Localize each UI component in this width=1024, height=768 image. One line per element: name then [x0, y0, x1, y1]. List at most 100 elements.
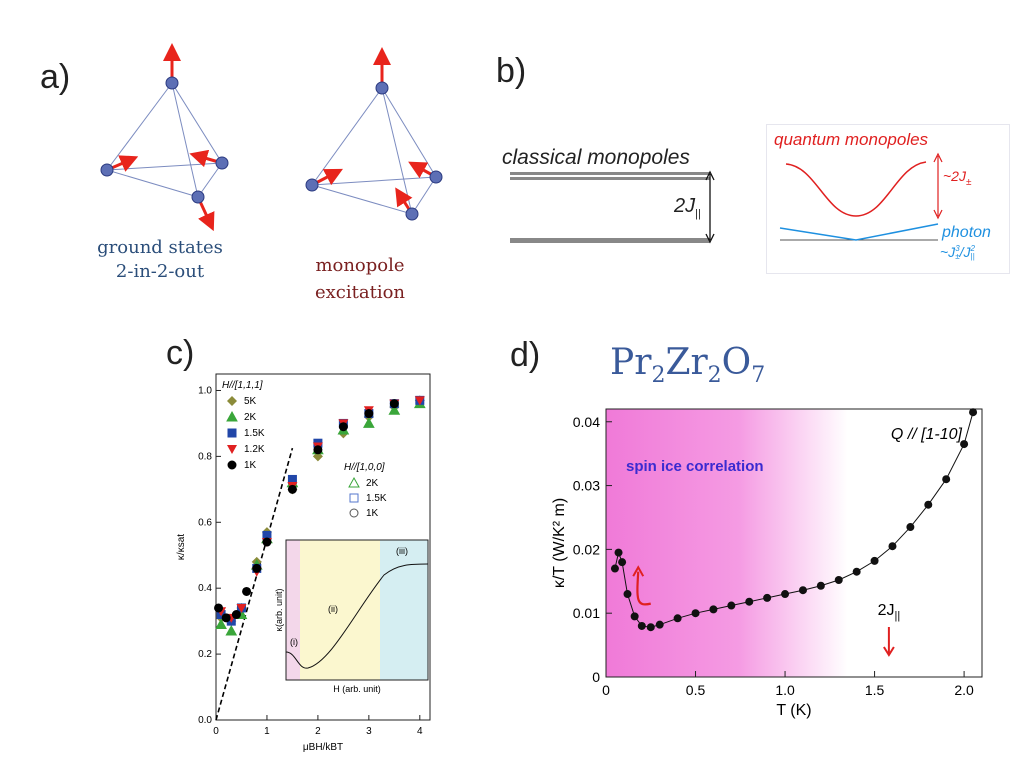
- panel-a-label: a): [40, 58, 71, 96]
- tetrahedron-ground-state: [106, 82, 223, 198]
- x-tick-label: 0: [213, 726, 219, 737]
- data-point: [960, 440, 969, 449]
- spin-node: [429, 170, 443, 184]
- data-point: [745, 597, 754, 606]
- legend-label: 1.5K: [244, 428, 265, 439]
- data-point: [691, 609, 700, 618]
- inset-x-label: H (arb. unit): [333, 684, 381, 694]
- data-point: [888, 542, 897, 551]
- panel-c-label: c): [166, 334, 195, 372]
- spin-node: [191, 190, 205, 204]
- spin-ice-label: spin ice correlation: [626, 458, 764, 475]
- legend-title-111: H//[1,1,1]: [222, 380, 263, 391]
- photon-label: photon: [942, 224, 991, 241]
- y-tick-label: 0.2: [198, 649, 212, 660]
- panel-d-chart: 0 0.5 1.0 1.5 2.0 0 0.01 0.02 0.03 0.04 T (K) κ/T (…: [551, 408, 983, 719]
- y-tick-label: 0.01: [573, 605, 600, 621]
- spin-node: [405, 207, 419, 221]
- x-tick-label: 0: [602, 682, 610, 698]
- x-tick-label: 2.0: [954, 682, 974, 698]
- formula-part: 2: [707, 363, 722, 389]
- legend-label: 2K: [244, 412, 257, 423]
- x-tick-label: 2: [315, 726, 321, 737]
- y-tick-label: 0.4: [198, 583, 212, 594]
- data-point: [834, 576, 843, 585]
- data-point: [614, 548, 623, 557]
- data-point: [637, 621, 646, 630]
- inset-region-label: (iii): [396, 546, 408, 556]
- photon-scale-tail: /J: [959, 244, 971, 260]
- data-point: [236, 603, 247, 613]
- panel-a-tetrahedra: [100, 43, 443, 232]
- data-point: [870, 556, 879, 565]
- y-tick-label: 0.02: [573, 541, 600, 557]
- limit-curve: [215, 447, 294, 721]
- caption-line: monopole: [315, 255, 405, 276]
- spin-ice-shading: [606, 409, 848, 677]
- spin-node: [375, 81, 389, 95]
- data-point: [852, 567, 861, 576]
- quantum-box: [766, 124, 1010, 274]
- y-tick-label: 0: [592, 669, 600, 685]
- spin-node: [215, 156, 229, 170]
- legend-marker: [349, 493, 359, 503]
- data-point: [630, 612, 639, 621]
- quantum-gap-label: ~2J±: [943, 168, 971, 188]
- data-point: [673, 614, 682, 623]
- plot-frame: [215, 373, 431, 721]
- legend-label: 1K: [244, 460, 257, 471]
- tetrahedron-monopole: [311, 87, 437, 215]
- photon-scale-tail-sup: 2: [970, 244, 975, 254]
- y-tick-label: 0.04: [573, 414, 600, 430]
- panel-d-label: d): [510, 336, 541, 374]
- photon-scale-sup: 3: [955, 244, 960, 254]
- gap-label-main: 2J: [674, 195, 696, 217]
- spin-node: [305, 178, 319, 192]
- data-point: [215, 618, 227, 629]
- data-point: [388, 404, 401, 415]
- y-tick-label: 0.03: [573, 478, 600, 494]
- data-point: [618, 558, 627, 567]
- caption-monopole: monopole excitation: [290, 252, 430, 306]
- quantum-gap-sub: ±: [965, 176, 972, 188]
- legend-marker: [227, 428, 237, 438]
- x-tick-label: 0.5: [686, 682, 706, 698]
- data-point: [969, 408, 978, 417]
- photon-scale-main: ~J: [940, 244, 956, 260]
- data-point: [262, 537, 272, 547]
- data-point: [798, 586, 807, 595]
- caption-line: ground states: [97, 237, 223, 258]
- energy-marker-label: 2J||: [878, 602, 901, 622]
- energy-marker-sub: ||: [894, 610, 900, 622]
- legend-label: 1.5K: [366, 493, 387, 504]
- formula-part: Pr: [610, 342, 652, 383]
- inset-y-label: κ(arb. unit): [274, 588, 284, 631]
- inset: (i) (ii) (iii) H (arb. unit) κ(arb. unit): [274, 539, 429, 694]
- data-point: [225, 624, 238, 636]
- quantum-dispersion: [779, 152, 943, 241]
- kappa-points: [610, 408, 978, 632]
- inset-curve: [285, 563, 429, 669]
- series-1K: [214, 399, 399, 623]
- quantum-monopoles-label: quantum monopoles: [774, 130, 929, 149]
- data-point: [781, 590, 790, 599]
- quantum-gap-main: ~2J: [943, 168, 966, 184]
- photon-scale: ~J 3 ±/J 2 ||: [940, 244, 975, 261]
- x-axis-label: T (K): [776, 702, 811, 719]
- formula-part: 2: [651, 363, 666, 389]
- photon-scale-sub: ±: [955, 252, 960, 262]
- y-tick-label: 1.0: [198, 385, 212, 396]
- data-point: [924, 500, 933, 509]
- legend-marker: [227, 445, 237, 454]
- direction-label: Q // [1-10]: [891, 426, 963, 443]
- spin-node: [165, 76, 179, 90]
- x-axis-label: μBH/kBT: [303, 742, 343, 753]
- x-tick-label: 1.0: [775, 682, 795, 698]
- energy-marker-arrow-head: [883, 646, 895, 657]
- legend-title-100: H//[1,0,0]: [344, 462, 385, 473]
- x-tick-label: 1.5: [865, 682, 885, 698]
- gap-label-sub: ||: [695, 208, 701, 220]
- data-point: [816, 581, 825, 590]
- energy-marker-main: 2J: [878, 602, 895, 619]
- legend-marker: [227, 460, 237, 470]
